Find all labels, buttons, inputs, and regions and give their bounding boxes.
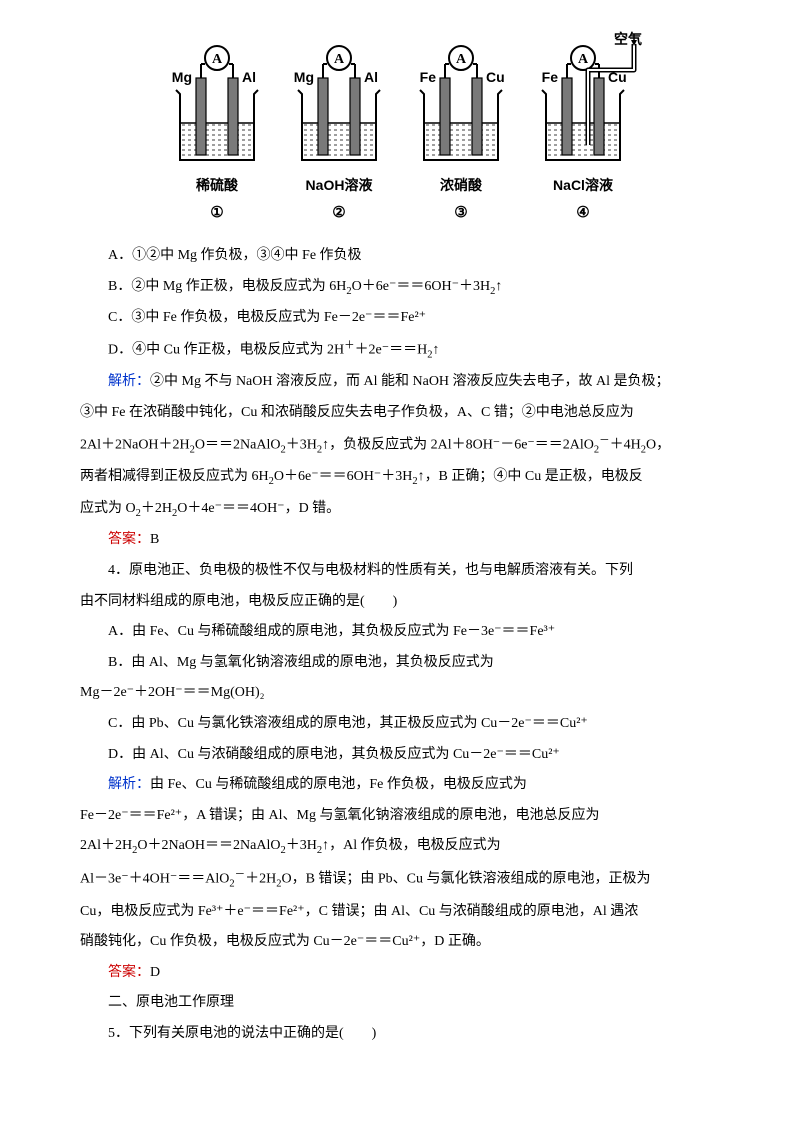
cell-number: ④: [576, 199, 589, 228]
q4-line2: 由不同材料组成的原电池，电极反应正确的是( ): [80, 589, 720, 616]
analysis-label: 解析：: [108, 374, 150, 389]
cell-number: ②: [332, 199, 345, 228]
galvanic-cell: A Mg Al 稀硫酸①: [162, 30, 272, 227]
a2l3d: ↑，Al 作负极，电极反应式为: [322, 838, 501, 853]
analysis-1-line2: ③中 Fe 在浓硝酸中钝化，Cu 和浓硝酸反应失去电子作负极，A、C 错；②中电…: [80, 400, 720, 427]
svg-text:Mg: Mg: [172, 69, 192, 85]
option-D-pre: D．④中 Cu 作正极，电极反应式为 2H: [108, 343, 344, 358]
analysis-1-line3: 2Al＋2NaOH＋2H2O＝＝2NaAlO2＋3H2↑，负极反应式为 2Al＋…: [80, 431, 720, 460]
analysis-2-line5: Cu，电极反应式为 Fe³⁺＋e⁻＝＝Fe²⁺，C 错误；由 Al、Cu 与浓硝…: [80, 899, 720, 926]
solution-label: NaCl溶液: [553, 172, 613, 199]
answer2-label: 答案：: [108, 965, 150, 980]
a2l3b: O＋2NaOH＝＝2NaAlO: [137, 838, 280, 853]
analysis-2-line6: 硝酸钝化，Cu 作负极，电极反应式为 Cu－2e⁻＝＝Cu²⁺，D 正确。: [80, 929, 720, 956]
a1l3e: ＋4H: [610, 437, 641, 452]
a1l3f: O，: [646, 437, 670, 452]
svg-text:Al: Al: [364, 69, 378, 85]
analysis-1-line5: 应式为 O2＋2H2O＋4e⁻＝＝4OH⁻，D 错。: [80, 496, 720, 524]
a1l4a: 两者相减得到正极反应式为 6H: [80, 469, 269, 484]
a2l1: 由 Fe、Cu 与稀硫酸组成的原电池，Fe 作负极，电极反应式为: [150, 777, 527, 792]
galvanic-cell: 空气AFeCuNaCl溶液④: [528, 30, 638, 227]
svg-text:A: A: [334, 52, 345, 67]
option-C: C．③中 Fe 作负极，电极反应式为 Fe－2e⁻＝＝Fe²⁺: [80, 305, 720, 332]
analysis-2-line4: Al－3e⁻＋4OH⁻＝＝AlO2－＋2H2O，B 错误；由 Pb、Cu 与氯化…: [80, 865, 720, 894]
analysis-1-t1: ②中 Mg 不与 NaOH 溶液反应，而 Al 能和 NaOH 溶液反应失去电子…: [150, 374, 670, 389]
q4-option-B1: B．由 Al、Mg 与氢氧化钠溶液组成的原电池，其负极反应式为: [80, 650, 720, 677]
option-D-post: ↑: [433, 343, 440, 358]
q4-option-C: C．由 Pb、Cu 与氯化铁溶液组成的原电池，其正极反应式为 Cu－2e⁻＝＝C…: [80, 711, 720, 738]
svg-text:A: A: [456, 52, 467, 67]
a1l4c: ↑，B 正确；④中 Cu 是正极，电极反: [418, 469, 643, 484]
section-2-heading: 二、原电池工作原理: [80, 990, 720, 1017]
svg-text:Al: Al: [242, 69, 256, 85]
q4-option-A: A．由 Fe、Cu 与稀硫酸组成的原电池，其负极反应式为 Fe－3e⁻＝＝Fe³…: [80, 619, 720, 646]
option-D: D．④中 Cu 作正极，电极反应式为 2H＋＋2e⁻＝＝H2↑: [80, 336, 720, 365]
page-root: A Mg Al 稀硫酸① A Mg Al NaOH溶液② A Fe Cu 浓硝酸③ 空气 A Fe Cu NaC…: [0, 0, 800, 1091]
a2l4c: O，B 错误；由 Pb、Cu 与氯化铁溶液组成的原电池，正极为: [281, 872, 650, 887]
solution-label: 浓硝酸: [440, 172, 482, 199]
galvanic-cell: A Mg Al NaOH溶液②: [284, 30, 394, 227]
svg-text:A: A: [212, 52, 223, 67]
answer-label: 答案：: [108, 532, 150, 547]
analysis-1-line1: 解析：②中 Mg 不与 NaOH 溶液反应，而 Al 能和 NaOH 溶液反应失…: [80, 369, 720, 396]
analysis2-label: 解析：: [108, 777, 150, 792]
answer-2-value: D: [150, 965, 160, 980]
analysis-1-line4: 两者相减得到正极反应式为 6H2O＋6e⁻＝＝6OH⁻＋3H2↑，B 正确；④中…: [80, 464, 720, 492]
galvanic-cell-diagram: AMgAl稀硫酸①AMgAlNaOH溶液②AFeCu浓硝酸③空气AFeCuNaC…: [80, 30, 720, 227]
solution-label: NaOH溶液: [306, 172, 373, 199]
a1l5a: 应式为 O: [80, 501, 136, 516]
q4-line1: 4．原电池正、负电极的极性不仅与电极材料的性质有关，也与电解质溶液有关。下列: [80, 558, 720, 585]
q4-option-D: D．由 Al、Cu 与浓硝酸组成的原电池，其负极反应式为 Cu－2e⁻＝＝Cu²…: [80, 742, 720, 769]
cell-number: ①: [210, 199, 223, 228]
answer-2: 答案：D: [80, 960, 720, 987]
a1l5c: O＋4e⁻＝＝4OH⁻，D 错。: [177, 501, 340, 516]
galvanic-cell: A Fe Cu 浓硝酸③: [406, 30, 516, 227]
svg-text:Cu: Cu: [486, 69, 505, 85]
svg-text:Fe: Fe: [542, 69, 559, 85]
analysis-2-line1: 解析：由 Fe、Cu 与稀硫酸组成的原电池，Fe 作负极，电极反应式为: [80, 772, 720, 799]
analysis-2-line2: Fe－2e⁻＝＝Fe²⁺，A 错误；由 Al、Mg 与氢氧化钠溶液组成的原电池，…: [80, 803, 720, 830]
svg-text:Cu: Cu: [608, 69, 627, 85]
a1l3a: 2Al＋2NaOH＋2H: [80, 437, 190, 452]
a2l3a: 2Al＋2H: [80, 838, 132, 853]
a2l4a: Al－3e⁻＋4OH⁻＝＝AlO: [80, 872, 229, 887]
q4-option-B2: Mg－2e⁻＋2OH⁻＝＝Mg(OH)₂: [80, 680, 720, 707]
q5-line: 5．下列有关原电池的说法中正确的是( ): [80, 1021, 720, 1048]
air-label: 空气: [614, 26, 642, 53]
analysis-2-line3: 2Al＋2H2O＋2NaOH＝＝2NaAlO2＋3H2↑，Al 作负极，电极反应…: [80, 833, 720, 861]
a1l3b: O＝＝2NaAlO: [195, 437, 281, 452]
svg-text:Fe: Fe: [420, 69, 437, 85]
a1l5b: ＋2H: [141, 501, 172, 516]
answer-1-value: B: [150, 532, 159, 547]
a1l3c: ＋3H: [286, 437, 317, 452]
option-B-post: ↑: [495, 279, 502, 294]
option-B: B．②中 Mg 作正极，电极反应式为 6H2O＋6e⁻＝＝6OH⁻＋3H2↑: [80, 274, 720, 302]
option-B-pre: B．②中 Mg 作正极，电极反应式为 6H: [108, 279, 346, 294]
a1l4b: O＋6e⁻＝＝6OH⁻＋3H: [274, 469, 412, 484]
svg-text:Mg: Mg: [294, 69, 314, 85]
a2l4b: ＋2H: [245, 872, 276, 887]
a2l3c: ＋3H: [286, 838, 317, 853]
a1l3d: ↑，负极反应式为 2Al＋8OH⁻－6e⁻＝＝2AlO: [322, 437, 594, 452]
solution-label: 稀硫酸: [196, 172, 238, 199]
option-A: A．①②中 Mg 作负极，③④中 Fe 作负极: [80, 243, 720, 270]
svg-text:A: A: [578, 52, 589, 67]
answer-1: 答案：B: [80, 527, 720, 554]
cell-number: ③: [454, 199, 467, 228]
